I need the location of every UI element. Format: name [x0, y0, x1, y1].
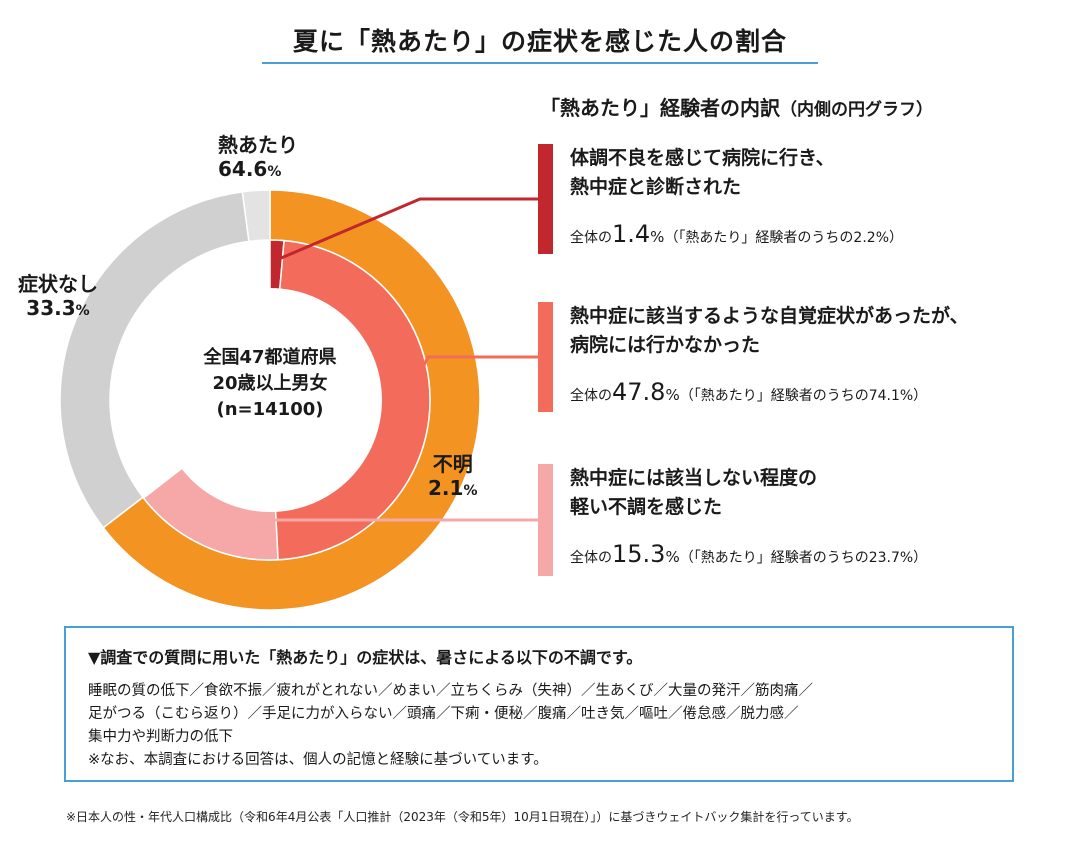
label-heat-name: 不明 [432, 452, 473, 476]
donut-hole [158, 288, 382, 512]
breakdown-stat-self-aware: 全体の47.8%（「熱あたり」経験者のうちの74.1%） [570, 378, 928, 406]
leader-line-2 [404, 355, 538, 404]
breakdown-item-self-aware: 熱中症に該当するような自覚症状があったが、 病院には行かなかった 全体の47.8… [538, 302, 1058, 412]
breakdown-title-text: 「熱あたり」経験者の内訳 [540, 96, 780, 120]
label-heat: 不明 2.1% [428, 452, 477, 503]
page-title: 夏に「熱あたり」の症状を感じた人の割合 [292, 27, 787, 56]
pie-slice-outer-2 [59, 190, 250, 529]
breakdown-value-diagnosed: 1.4 [612, 220, 651, 248]
note-heading: ▼調査での質問に用いた「熱あたり」の症状は、暑さによる以下の不調です。 [88, 648, 643, 667]
breakdown-item-diagnosed: 体調不良を感じて病院に行き、 熱中症と診断された 全体の1.4%（「熱あたり」経… [538, 144, 1058, 254]
breakdown-heading-mild: 熱中症には該当しない程度の 軽い不調を感じた [570, 467, 818, 518]
breakdown-stat-mild: 全体の15.3%（「熱あたり」経験者のうちの23.7%） [570, 540, 928, 568]
label-heat-unit: % [463, 483, 478, 499]
breakdown-bar-mild [538, 464, 553, 576]
breakdown-title: 「熱あたり」経験者の内訳（内側の円グラフ） [540, 92, 933, 121]
label-no-symptom: 症状なし 33.3% [18, 272, 98, 323]
breakdown-bar-self-aware [538, 302, 553, 412]
leader-line-3 [213, 518, 538, 526]
symptom-note-box: ▼調査での質問に用いた「熱あたり」の症状は、暑さによる以下の不調です。 睡眠の質… [64, 626, 1014, 782]
label-heat-value: 2.1 [428, 476, 464, 500]
center-label: 全国47都道府県 20歳以上男女 (n=14100) [170, 345, 370, 423]
breakdown-bar-diagnosed [538, 144, 553, 254]
breakdown-item-mild: 熱中症には該当しない程度の 軽い不調を感じた 全体の15.3%（「熱あたり」経験… [538, 464, 1058, 576]
breakdown-stat-diagnosed: 全体の1.4%（「熱あたり」経験者のうちの2.2%） [570, 220, 904, 248]
leader-lines [213, 197, 538, 526]
note-line: ※なお、本調査における回答は、個人の記憶と経験に基づいています。 [88, 752, 548, 768]
label-unknown: 熱あたり 64.6% [218, 133, 298, 184]
leader-line-1 [275, 197, 538, 262]
center-label-line-3: (n=14100) [216, 399, 324, 420]
label-unknown-unit: % [267, 164, 282, 180]
note-line: 集中力や判断力の低下 [88, 729, 233, 745]
inner-ring [142, 239, 431, 561]
note-line: 睡眠の質の低下／食欲不振／疲れがとれない／めまい／立ちくらみ（失神）／生あくび／… [88, 683, 813, 699]
donut-chart [59, 189, 538, 611]
label-no-symptom-unit: % [75, 303, 90, 319]
breakdown-title-paren: （内側の円グラフ） [780, 100, 933, 120]
center-label-line-2: 20歳以上男女 [212, 373, 328, 394]
label-no-symptom-value: 33.3 [26, 296, 76, 320]
label-no-symptom-name: 症状なし [18, 272, 98, 296]
label-unknown-name: 熱あたり [218, 133, 298, 157]
title-underline [262, 62, 818, 64]
note-body: 睡眠の質の低下／食欲不振／疲れがとれない／めまい／立ちくらみ（失神）／生あくび／… [88, 680, 998, 772]
note-line: 足がつる（こむら返り）／手足に力が入らない／頭痛／下痢・便秘／腹痛／吐き気／嘔吐… [88, 706, 799, 722]
breakdown-value-mild: 15.3 [612, 540, 666, 568]
breakdown-heading-diagnosed: 体調不良を感じて病院に行き、 熱中症と診断された [570, 147, 835, 198]
breakdown-heading-self-aware: 熱中症に該当するような自覚症状があったが、 病院には行かなかった [570, 305, 969, 356]
breakdown-value-self-aware: 47.8 [612, 378, 666, 406]
label-unknown-value: 64.6 [218, 157, 268, 181]
center-label-line-1: 全国47都道府県 [203, 347, 337, 368]
footnote: ※日本人の性・年代人口構成比（令和6年4月公表「人口推計（2023年（令和5年）… [66, 810, 859, 824]
